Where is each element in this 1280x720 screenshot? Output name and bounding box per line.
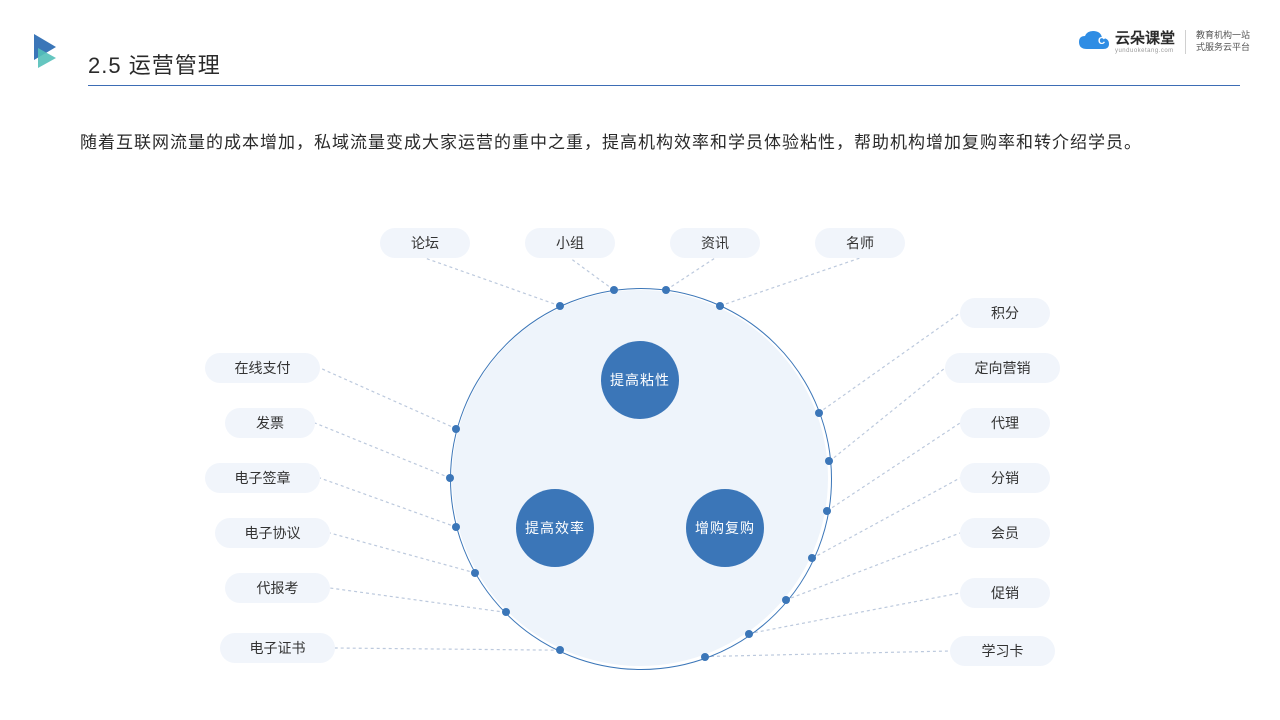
ring-dot [825,457,833,465]
logo-tagline: 教育机构一站 式服务云平台 [1196,30,1250,53]
core-node-efficiency: 提高效率 [516,489,594,567]
feature-pill: 电子证书 [220,633,335,663]
logo-domain-text: yunduoketang.com [1115,48,1175,54]
ring-dot [745,630,753,638]
feature-pill: 名师 [815,228,905,258]
feature-pill: 在线支付 [205,353,320,383]
feature-pill: 积分 [960,298,1050,328]
logo-divider [1185,30,1186,54]
title-text: 运营管理 [129,53,221,78]
feature-pill: 定向营销 [945,353,1060,383]
ring-dot [446,474,454,482]
svg-text:C: C [1098,36,1105,47]
feature-pill: 代理 [960,408,1050,438]
ring-dot [556,646,564,654]
brand-logo: C 云朵课堂 yunduoketang.com 教育机构一站 式服务云平台 [1079,30,1250,54]
cloud-icon: C [1079,31,1109,53]
play-arrow-icon [34,34,64,75]
feature-pill: 小组 [525,228,615,258]
feature-pill: 促销 [960,578,1050,608]
feature-pill: 分销 [960,463,1050,493]
ring-dot [815,409,823,417]
title-underline [88,85,1240,86]
feature-pill: 代报考 [225,573,330,603]
ring-dot [808,554,816,562]
ring-dot [701,653,709,661]
ring-dot [556,302,564,310]
core-node-repurchase: 增购复购 [686,489,764,567]
description-text: 随着互联网流量的成本增加，私域流量变成大家运营的重中之重，提高机构效率和学员体验… [80,125,1200,161]
core-node-stickiness: 提高粘性 [601,341,679,419]
ring-dot [502,608,510,616]
operations-diagram: 论坛 小组 资讯 名师在线支付发票电子签章电子协议代报考电子证书 积分定向营销代理分销会… [0,198,1280,718]
feature-pill: 会员 [960,518,1050,548]
logo-brand-text: 云朵课堂 [1115,31,1175,46]
feature-pill: 资讯 [670,228,760,258]
feature-pill: 发票 [225,408,315,438]
ring-dot [610,286,618,294]
feature-pill: 电子签章 [205,463,320,493]
feature-pill: 电子协议 [215,518,330,548]
section-title: 2.5 运营管理 [88,48,1240,80]
ring-dot [823,507,831,515]
feature-pill: 论坛 [380,228,470,258]
feature-pill: 学习卡 [950,636,1055,666]
ring-dot [782,596,790,604]
section-number: 2.5 [88,53,122,78]
